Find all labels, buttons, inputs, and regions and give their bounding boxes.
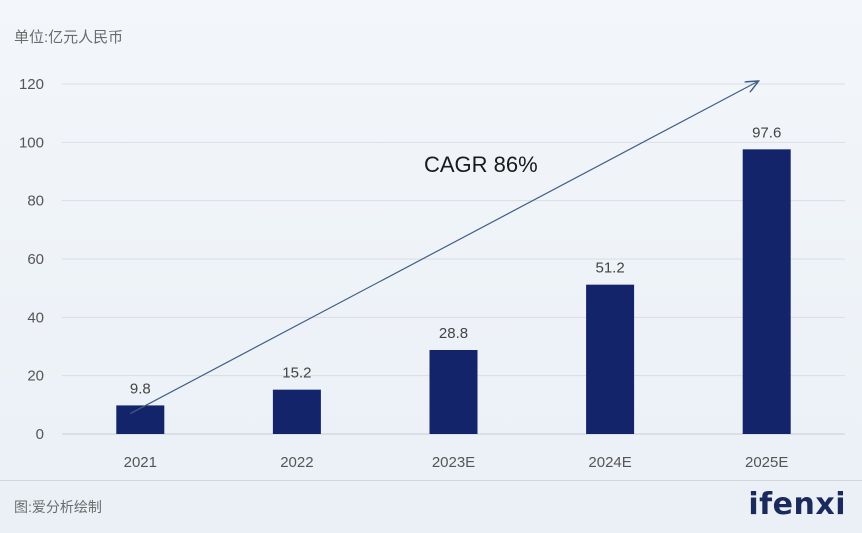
- x-tick-label: 2022: [280, 454, 313, 471]
- annotations: CAGR 86%: [130, 81, 758, 415]
- data-label: 51.2: [595, 260, 624, 277]
- x-axis-ticks: 2021 2022 2023E 2024E 2025E: [124, 454, 789, 471]
- y-tick-label: 20: [27, 368, 44, 385]
- data-label: 28.8: [439, 325, 468, 342]
- bar: [429, 350, 478, 434]
- y-tick-label: 0: [36, 426, 44, 443]
- data-labels: 9.8 15.2 28.8 51.2 97.6: [130, 124, 781, 397]
- y-tick-label: 80: [27, 193, 44, 210]
- y-tick-label: 100: [19, 134, 44, 151]
- cagr-annotation: CAGR 86%: [424, 152, 538, 177]
- bar-chart: 0 20 40 60 80 100 120 9.8 15.2 28.8 51.2 97.6 2021…: [19, 76, 845, 471]
- cagr-trend-arrow: [130, 81, 758, 415]
- data-label: 15.2: [282, 365, 311, 382]
- data-label: 97.6: [752, 124, 781, 141]
- bar: [586, 284, 635, 434]
- y-tick-label: 60: [27, 251, 44, 268]
- bar: [742, 149, 791, 435]
- y-tick-label: 120: [19, 76, 44, 93]
- x-tick-label: 2021: [124, 454, 157, 471]
- bar: [272, 389, 321, 434]
- data-label: 9.8: [130, 380, 151, 397]
- x-tick-label: 2024E: [588, 454, 631, 471]
- source-note: 图:爱分析绘制: [14, 499, 102, 515]
- x-tick-label: 2023E: [432, 454, 475, 471]
- bars: [116, 149, 791, 435]
- x-tick-label: 2025E: [745, 454, 788, 471]
- unit-label: 单位:亿元人民币: [14, 29, 124, 46]
- y-tick-label: 40: [27, 309, 44, 326]
- y-axis-ticks: 0 20 40 60 80 100 120: [19, 76, 44, 443]
- footer-divider: [0, 480, 862, 481]
- ifenxi-logo: ifenxi: [748, 487, 846, 522]
- bar: [116, 405, 165, 434]
